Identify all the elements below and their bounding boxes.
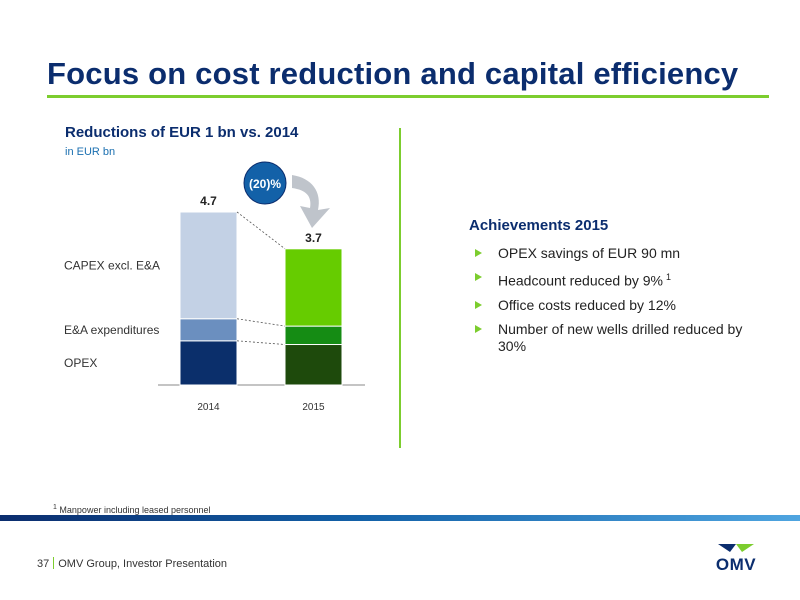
bar-segment xyxy=(179,340,238,386)
footnote-ref: 1 xyxy=(666,272,672,282)
footnote-marker: 1 xyxy=(53,504,57,511)
bar-segment xyxy=(179,211,238,320)
chart-title: Reductions of EUR 1 bn vs. 2014 xyxy=(65,124,299,141)
achievements-title: Achievements 2015 xyxy=(469,217,609,234)
chart-bars xyxy=(158,211,365,386)
achievement-text: Number of new wells drilled reduced by 3… xyxy=(498,320,743,354)
change-badge-circle xyxy=(243,161,287,205)
logo-mark-icon xyxy=(718,544,754,552)
bar-segment xyxy=(284,325,343,346)
total-label: 3.7 xyxy=(305,231,322,245)
series-label: CAPEX excl. E&A xyxy=(64,258,160,272)
x-tick-label: 2015 xyxy=(302,402,325,413)
chart-connectors xyxy=(236,211,286,345)
series-label: OPEX xyxy=(64,356,97,370)
change-arrow-icon xyxy=(292,175,330,228)
series-label: E&A expenditures xyxy=(64,323,159,337)
achievement-text: Office costs reduced by 12% xyxy=(498,296,676,313)
logo-text: OMV xyxy=(715,555,757,574)
title-underline xyxy=(47,95,769,98)
connector-line xyxy=(236,318,286,327)
triangle-bullet-icon xyxy=(475,300,482,309)
change-arrow xyxy=(292,175,330,228)
triangle-bullet-icon xyxy=(475,273,482,281)
achievement-text: OPEX savings of EUR 90 mn xyxy=(498,245,681,261)
triangle-bullet-icon xyxy=(475,249,482,257)
achievement-item: Office costs reduced by 12% xyxy=(474,297,774,314)
connector-line xyxy=(236,211,286,250)
connector-line xyxy=(236,340,286,345)
bar-segment xyxy=(179,318,238,342)
achievement-item: Number of new wells drilled reduced by 3… xyxy=(474,321,774,355)
footnote: 1 Manpower including leased personnel xyxy=(53,504,211,515)
vertical-divider xyxy=(399,128,401,448)
change-badge: (20)% xyxy=(243,161,287,205)
footer-label: OMV Group, Investor Presentation xyxy=(58,558,227,570)
achievement-text: Headcount reduced by 9% xyxy=(498,272,663,289)
page-number: 37 xyxy=(37,558,50,570)
x-tick-label: 2014 xyxy=(197,402,220,413)
footnote-text: Manpower including leased personnel xyxy=(59,505,211,515)
chart-subtitle: in EUR bn xyxy=(65,146,116,158)
slide-title: Focus on cost reduction and capital effi… xyxy=(47,56,739,91)
footer: 37 OMV Group, Investor Presentation xyxy=(37,557,227,570)
footer-separator xyxy=(53,557,55,569)
bar-segment xyxy=(284,344,343,386)
stacked-bar-chart: 4.7 2014 3.7 2015 OPEX E&A expenditures CAPEX … xyxy=(64,161,365,413)
achievement-item: Headcount reduced by 9% 1 xyxy=(474,269,774,290)
omv-logo: OMV xyxy=(714,541,758,577)
footer-band xyxy=(0,515,800,521)
achievement-item: OPEX savings of EUR 90 mn xyxy=(474,245,774,262)
bar-segment xyxy=(284,248,343,327)
total-label: 4.7 xyxy=(200,194,217,208)
change-badge-label: (20)% xyxy=(249,177,281,191)
chart-labels: 4.7 2014 3.7 2015 OPEX E&A expenditures CAPEX … xyxy=(64,194,325,413)
triangle-bullet-icon xyxy=(475,324,482,333)
achievements-list: OPEX savings of EUR 90 mn Headcount redu… xyxy=(474,245,774,362)
